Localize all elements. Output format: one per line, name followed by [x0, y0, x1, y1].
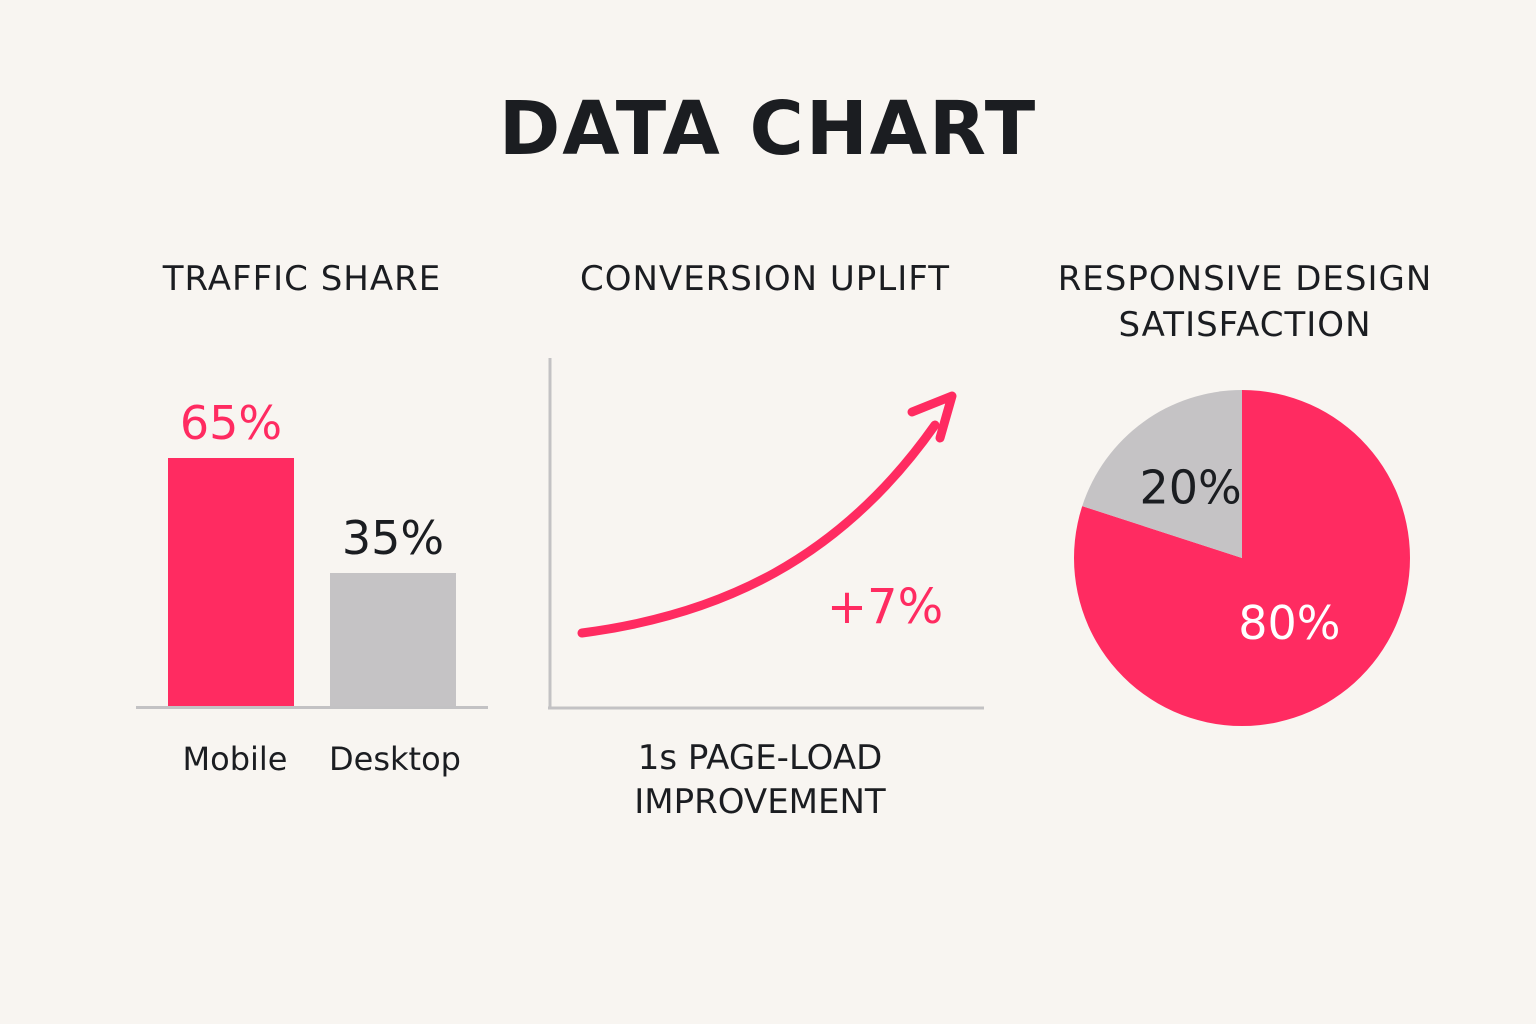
- conversion-line-chart: +7%: [548, 358, 984, 710]
- pie-label-1: 20%: [1140, 460, 1242, 514]
- uplift-curve: [577, 420, 940, 638]
- bar-chart-baseline: [136, 706, 488, 709]
- arrow-head-icon: [907, 391, 957, 443]
- bar-label-mobile: Mobile: [182, 740, 288, 778]
- pie-slice-1: [1082, 390, 1242, 558]
- bar-label-desktop: Desktop: [329, 740, 461, 778]
- bar-value-mobile: 65%: [179, 396, 283, 450]
- pie-label-0: 80%: [1238, 596, 1340, 650]
- satisfaction-title: RESPONSIVE DESIGN SATISFACTION: [1020, 256, 1470, 348]
- conversion-uplift-title: CONVERSION UPLIFT: [580, 259, 950, 299]
- satisfaction-title-line-2: SATISFACTION: [1118, 305, 1372, 345]
- x-axis-caption: 1s PAGE-LOAD IMPROVEMENT: [560, 736, 960, 824]
- uplift-annotation: +7%: [827, 579, 943, 635]
- satisfaction-title-line-1: RESPONSIVE DESIGN: [1057, 259, 1433, 299]
- traffic-share-title: TRAFFIC SHARE: [162, 259, 442, 299]
- bar-mobile: [168, 458, 294, 708]
- bar-desktop: [330, 573, 456, 708]
- x-axis-caption-line-2: IMPROVEMENT: [634, 782, 886, 822]
- bar-value-desktop: 35%: [341, 511, 445, 566]
- x-axis-caption-line-1: 1s PAGE-LOAD: [637, 738, 883, 778]
- satisfaction-pie-chart: 80% 20%: [1074, 390, 1410, 726]
- page-title: DATA CHART: [498, 86, 1038, 172]
